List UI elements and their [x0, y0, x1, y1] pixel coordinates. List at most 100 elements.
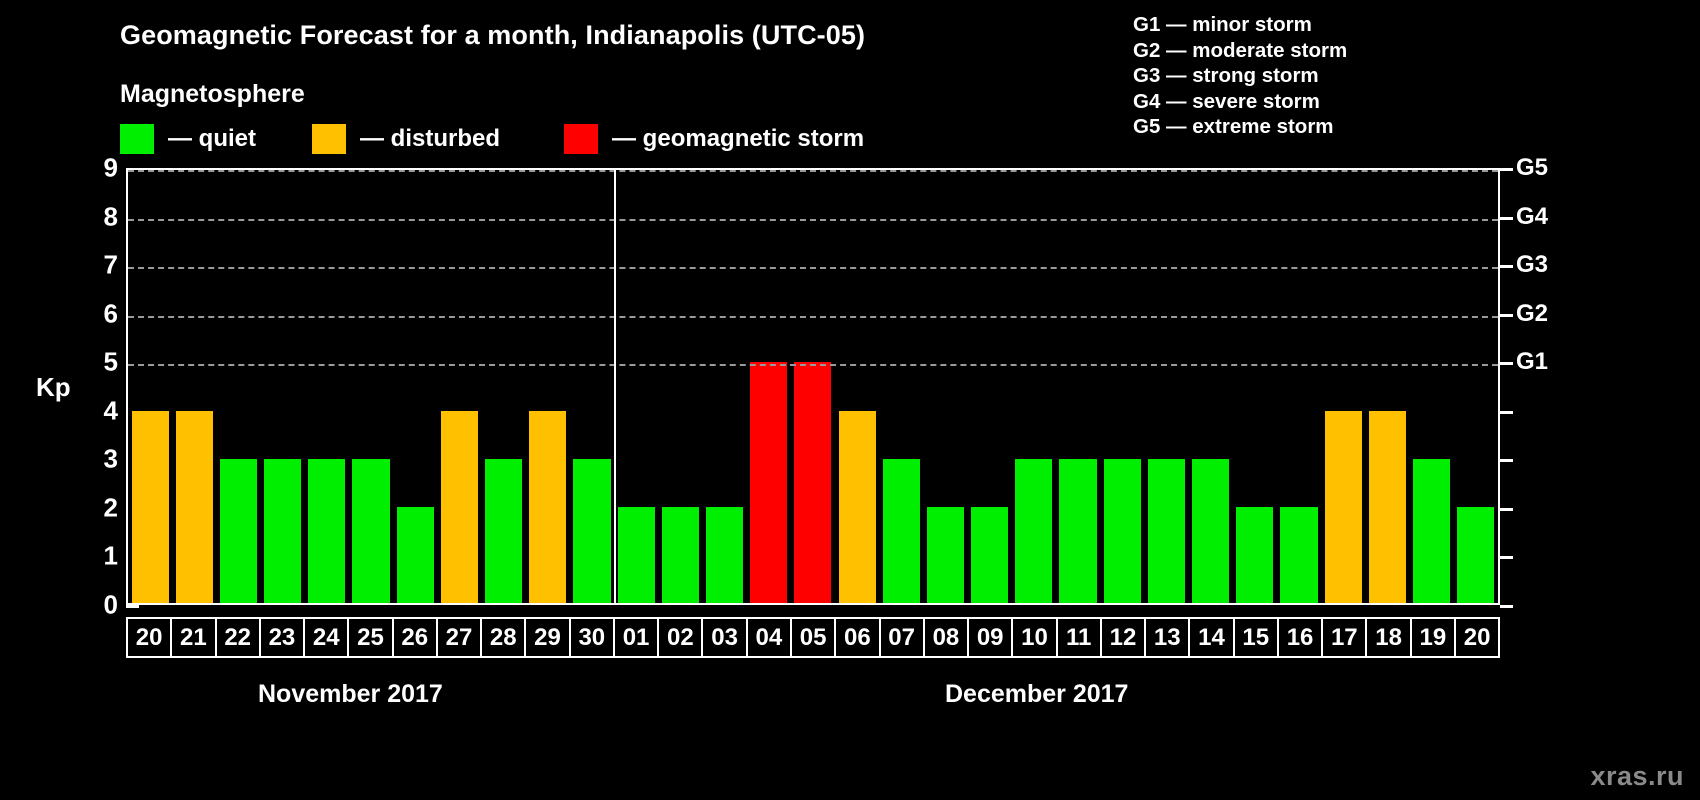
bar-14[interactable] [1192, 458, 1230, 603]
bar-21[interactable] [175, 410, 213, 603]
bar-18[interactable] [1368, 410, 1406, 603]
bar-cell[interactable] [305, 170, 349, 603]
bar-cell[interactable] [835, 170, 879, 603]
page-title: Geomagnetic Forecast for a month, Indian… [120, 20, 866, 50]
bar-02[interactable] [661, 506, 699, 603]
bar-15[interactable] [1236, 506, 1274, 603]
bar-cell[interactable] [526, 170, 570, 603]
g-axis-label-G2: G2 [1516, 299, 1549, 327]
date-label-december-02[interactable]: 02 [659, 619, 704, 656]
y-tick-label-4: 4 [103, 395, 118, 426]
bar-28[interactable] [485, 458, 523, 603]
date-label-december-12[interactable]: 12 [1102, 619, 1147, 656]
bar-cell[interactable] [216, 170, 260, 603]
date-label-november-22[interactable]: 22 [217, 619, 261, 656]
date-label-december-09[interactable]: 09 [969, 619, 1014, 656]
date-label-december-08[interactable]: 08 [925, 619, 970, 656]
legend-item-storm: — geomagnetic storm [564, 124, 864, 154]
bar-20[interactable] [1457, 506, 1495, 603]
bar-cell[interactable] [1454, 170, 1498, 603]
date-label-november-21[interactable]: 21 [172, 619, 217, 656]
bar-cell[interactable] [614, 170, 658, 603]
date-label-november-20[interactable]: 20 [128, 619, 173, 656]
bar-cell[interactable] [1100, 170, 1144, 603]
date-label-november-24[interactable]: 24 [305, 619, 350, 656]
bar-cell[interactable] [570, 170, 614, 603]
date-label-november-28[interactable]: 28 [482, 619, 527, 656]
bar-05[interactable] [794, 362, 832, 603]
bar-13[interactable] [1147, 458, 1185, 603]
date-label-december-16[interactable]: 16 [1279, 619, 1324, 656]
bar-cell[interactable] [1321, 170, 1365, 603]
bar-cell[interactable] [1012, 170, 1056, 603]
date-label-december-14[interactable]: 14 [1190, 619, 1235, 656]
bar-01[interactable] [617, 506, 655, 603]
bar-29[interactable] [529, 410, 567, 603]
bar-cell[interactable] [1189, 170, 1233, 603]
date-label-december-06[interactable]: 06 [836, 619, 881, 656]
date-label-december-15[interactable]: 15 [1235, 619, 1279, 656]
bar-cell[interactable] [349, 170, 393, 603]
bar-cell[interactable] [747, 170, 791, 603]
date-label-november-23[interactable]: 23 [261, 619, 306, 656]
bar-cell[interactable] [658, 170, 702, 603]
bar-cell[interactable] [1277, 170, 1321, 603]
date-label-december-17[interactable]: 17 [1323, 619, 1368, 656]
bar-07[interactable] [882, 458, 920, 603]
bar-cell[interactable] [482, 170, 526, 603]
bar-cell[interactable] [923, 170, 967, 603]
bar-cell[interactable] [393, 170, 437, 603]
bar-11[interactable] [1059, 458, 1097, 603]
bar-cell[interactable] [172, 170, 216, 603]
bar-30[interactable] [573, 458, 611, 603]
bar-25[interactable] [352, 458, 390, 603]
date-label-december-10[interactable]: 10 [1013, 619, 1058, 656]
bar-23[interactable] [264, 458, 302, 603]
date-label-december-07[interactable]: 07 [881, 619, 925, 656]
bar-cell[interactable] [879, 170, 923, 603]
y-tick-label-7: 7 [103, 249, 118, 280]
date-label-december-20[interactable]: 20 [1463, 623, 1491, 651]
bar-19[interactable] [1412, 458, 1451, 603]
date-label-december-01[interactable]: 01 [615, 619, 660, 656]
bar-04[interactable] [750, 362, 788, 603]
date-label-november-29[interactable]: 29 [526, 619, 571, 656]
bar-20[interactable] [131, 410, 169, 603]
bar-cell[interactable] [128, 170, 172, 603]
bar-26[interactable] [396, 506, 434, 603]
bar-22[interactable] [219, 458, 258, 603]
bar-cell[interactable] [437, 170, 481, 603]
bar-17[interactable] [1324, 410, 1362, 603]
bar-cell[interactable] [1144, 170, 1188, 603]
date-label-november-25[interactable]: 25 [349, 619, 394, 656]
date-label-december-04[interactable]: 04 [748, 619, 792, 656]
bar-cell[interactable] [968, 170, 1012, 603]
bar-27[interactable] [440, 410, 478, 603]
date-label-december-18[interactable]: 18 [1367, 619, 1412, 656]
date-label-december-05[interactable]: 05 [792, 619, 837, 656]
bar-16[interactable] [1280, 506, 1318, 603]
date-label-november-30[interactable]: 30 [571, 619, 615, 656]
bar-cell[interactable] [702, 170, 746, 603]
bar-24[interactable] [308, 458, 346, 603]
date-label-december-19[interactable]: 19 [1412, 619, 1456, 656]
date-label-december-03[interactable]: 03 [703, 619, 748, 656]
date-label-december-13[interactable]: 13 [1146, 619, 1191, 656]
bar-10[interactable] [1015, 458, 1053, 603]
date-label-november-26[interactable]: 26 [394, 619, 438, 656]
bar-09[interactable] [971, 506, 1009, 603]
bar-cell[interactable] [1233, 170, 1277, 603]
y-axis-labels: 0 1 2 3 4 5 6 7 8 9 [66, 153, 118, 620]
date-label-november-27[interactable]: 27 [438, 619, 483, 656]
bar-12[interactable] [1103, 458, 1141, 603]
bar-cell[interactable] [1365, 170, 1409, 603]
bar-cell[interactable] [1409, 170, 1453, 603]
bar-08[interactable] [926, 506, 965, 603]
bar-06[interactable] [838, 410, 876, 603]
bar-cell[interactable] [791, 170, 835, 603]
bar-cell[interactable] [1056, 170, 1100, 603]
bar-cell[interactable] [261, 170, 305, 603]
y-tick-right-0 [1500, 605, 1513, 608]
bar-03[interactable] [705, 506, 744, 603]
date-label-december-11[interactable]: 11 [1058, 619, 1102, 656]
